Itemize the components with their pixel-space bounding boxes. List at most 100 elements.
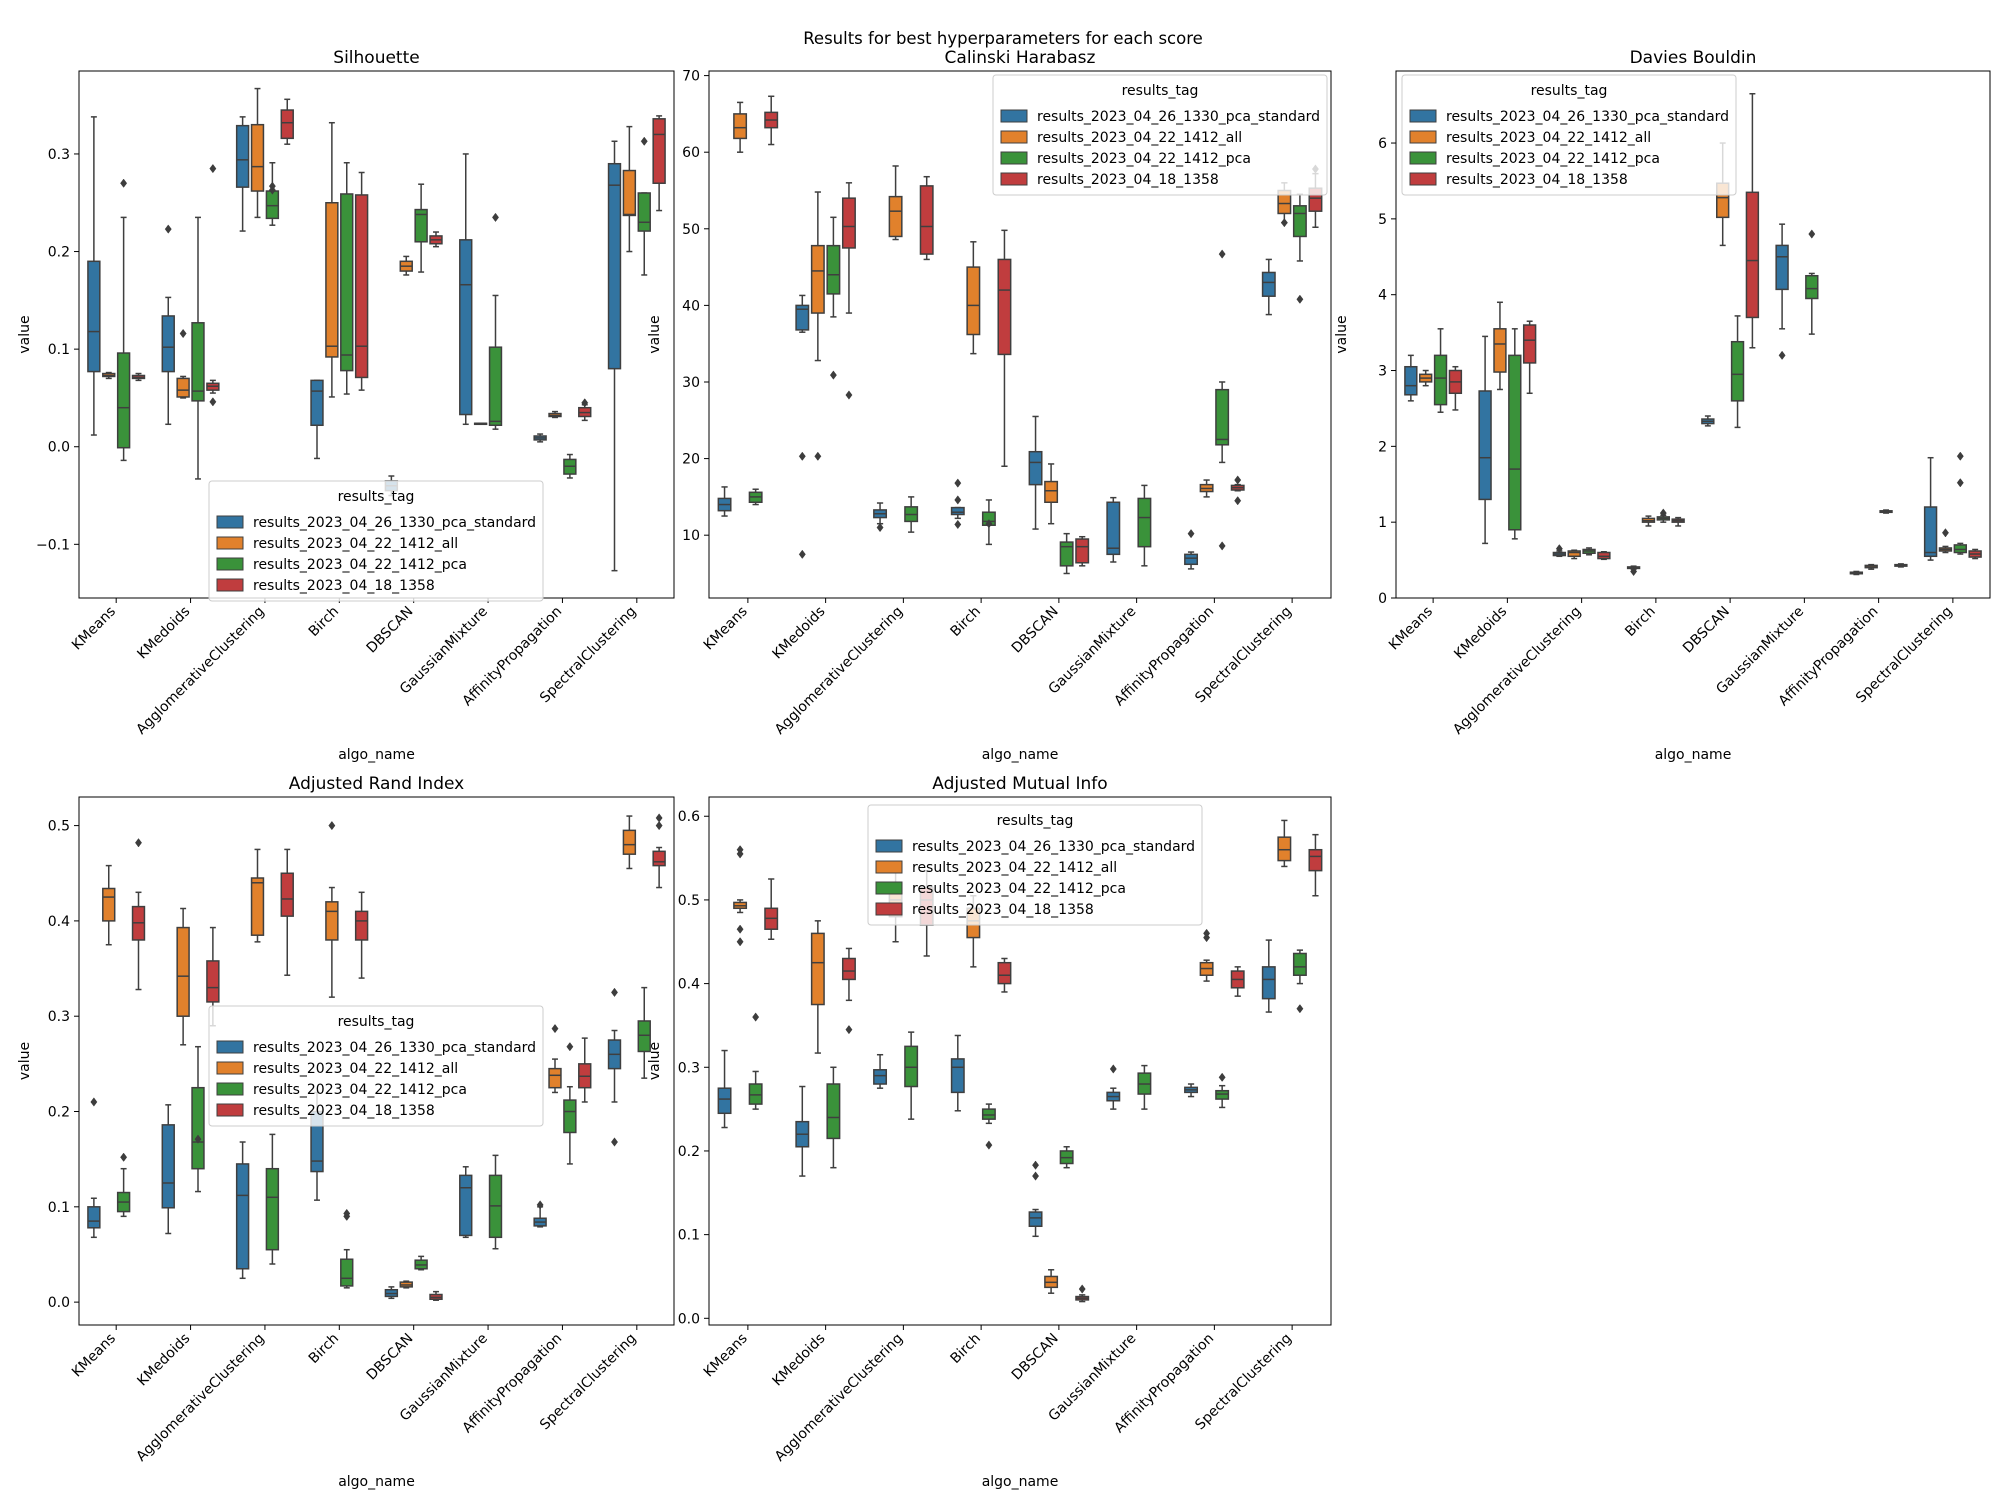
y-axis-label: value <box>647 1042 663 1080</box>
box-body <box>250 877 265 936</box>
legend-swatch <box>216 578 244 592</box>
box-results_2023_04_18_1358-SpectralClustering <box>652 813 666 889</box>
x-axis-label: algo_name <box>338 1474 415 1490</box>
box-results_2023_04_22_1412_pca-KMedoids <box>1508 328 1522 540</box>
flier-point <box>1296 294 1304 304</box>
box-results_2023_04_22_1412_all-KMedoids <box>176 907 190 1046</box>
legend-swatch <box>216 557 244 571</box>
box-body <box>235 1163 250 1270</box>
box-results_2023_04_22_1412_pca-SpectralClustering <box>1292 193 1307 304</box>
x-axis-label: algo_name <box>982 1474 1059 1490</box>
legend-title: results_tag <box>1122 83 1199 99</box>
y-axis-label: value <box>1334 315 1350 353</box>
legend-title: results_tag <box>338 489 415 505</box>
flier-point <box>536 1200 544 1210</box>
box-body <box>637 1020 651 1053</box>
box-results_2023_04_26_1330_pca_standard-KMeans <box>87 116 101 436</box>
legend-entry: results_2023_04_22_1412_all <box>253 1061 458 1077</box>
box-results_2023_04_22_1412_pca-KMedoids <box>826 216 841 380</box>
box-results_2023_04_22_1412_all-KMeans <box>733 845 748 947</box>
legend: results_tag results_2023_04_26_1330_pca_s… <box>867 804 1203 926</box>
box-body <box>997 961 1012 985</box>
box-body <box>488 346 503 427</box>
legend-swatch <box>1000 172 1028 186</box>
box-results_2023_04_22_1412_pca-GaussianMixture <box>1137 484 1152 567</box>
legend-entry: results_2023_04_26_1330_pca_standard <box>1037 109 1320 125</box>
box-body <box>622 169 637 217</box>
box-results_2023_04_22_1412_all-KMedoids <box>810 920 825 1054</box>
box-body <box>607 162 622 370</box>
y-tick-label: 5 <box>1378 212 1387 228</box>
box-results_2023_04_22_1412_all-SpectralClustering <box>622 815 637 870</box>
box-body <box>191 322 205 402</box>
legend-frame <box>992 74 1328 196</box>
y-tick-label: 1 <box>1378 515 1387 531</box>
flier-point <box>1778 350 1786 360</box>
y-tick-label: 0.1 <box>48 1200 70 1216</box>
box-body <box>637 192 651 232</box>
box-body <box>1493 328 1507 373</box>
box-body <box>176 926 190 1017</box>
box-results_2023_04_22_1412_pca-SpectralClustering <box>637 986 651 1079</box>
box-results_2023_04_22_1412_all-AffinityPropagation <box>1199 479 1214 498</box>
legend-swatch <box>1409 109 1437 123</box>
box-body <box>1433 354 1448 406</box>
flier-point <box>1956 478 1964 488</box>
y-tick-label: 70 <box>682 69 700 85</box>
flier-point <box>209 397 217 407</box>
chart-title: Davies Bouldin <box>1630 48 1757 68</box>
legend-swatch <box>216 1082 244 1096</box>
y-tick-label: 0.2 <box>48 245 70 261</box>
box-body <box>826 1083 841 1140</box>
box-results_2023_04_22_1412_pca-KMeans <box>1433 328 1448 413</box>
box-results_2023_04_18_1358-DBSCAN <box>1745 92 1760 349</box>
legend-swatch <box>216 515 244 529</box>
flier-point <box>1555 544 1563 554</box>
flier-point <box>90 1097 98 1107</box>
legend-swatch <box>875 902 903 916</box>
box-body <box>919 185 934 255</box>
box-body <box>1261 271 1276 297</box>
box-results_2023_04_22_1412_pca-DBSCAN <box>414 183 428 273</box>
box-results_2023_04_26_1330_pca_standard-KMedoids <box>795 294 810 559</box>
flier-point <box>736 937 744 947</box>
box-results_2023_04_22_1412_all-AgglomerativeClustering <box>250 848 265 943</box>
box-results_2023_04_22_1412_all-Birch <box>1641 515 1656 527</box>
flier-point <box>1109 1064 1117 1074</box>
box-body <box>1028 1211 1043 1228</box>
flier-point <box>1032 1160 1040 1170</box>
box-results_2023_04_18_1358-AffinityPropagation <box>1894 563 1908 568</box>
flier-point <box>1234 496 1242 506</box>
box-body <box>1292 205 1307 238</box>
y-tick-label: 0.3 <box>678 1060 700 1076</box>
legend-frame <box>867 804 1203 926</box>
box-body <box>340 1258 354 1287</box>
figure-suptitle: Results for best hyperparameters for eac… <box>803 29 1203 48</box>
axes-frame <box>708 70 1332 599</box>
flier-point <box>845 390 853 400</box>
box-body <box>1923 506 1938 558</box>
box-results_2023_04_22_1412_pca-DBSCAN <box>1059 1146 1074 1169</box>
box-results_2023_04_26_1330_pca_standard-GaussianMixture <box>1106 496 1121 563</box>
y-tick-label: 40 <box>682 298 700 314</box>
box-results_2023_04_26_1330_pca_standard-KMeans <box>717 1049 732 1129</box>
flier-point <box>164 224 172 234</box>
box-body <box>1745 191 1760 319</box>
flier-point <box>1234 475 1242 485</box>
chart-title: Silhouette <box>333 48 419 68</box>
box-results_2023_04_22_1412_pca-KMedoids <box>191 1045 205 1193</box>
y-tick-label: −0.1 <box>36 537 70 553</box>
y-tick-label: 0.5 <box>48 819 70 835</box>
legend-title: results_tag <box>997 813 1074 829</box>
x-axis-label: algo_name <box>338 747 415 763</box>
legend: results_tag results_2023_04_26_1330_pca_s… <box>208 480 544 602</box>
box-results_2023_04_22_1412_pca-DBSCAN <box>1730 315 1745 429</box>
box-results_2023_04_22_1412_all-SpectralClustering <box>1938 528 1953 554</box>
box-results_2023_04_18_1358-KMedoids <box>841 947 856 1035</box>
y-tick-label: 4 <box>1378 288 1387 304</box>
box-body <box>810 932 825 1006</box>
box-results_2023_04_22_1412_all-KMeans <box>733 101 748 153</box>
box-results_2023_04_18_1358-Birch <box>997 229 1012 467</box>
y-tick-label: 0.2 <box>48 1105 70 1121</box>
box-body <box>1106 501 1121 556</box>
